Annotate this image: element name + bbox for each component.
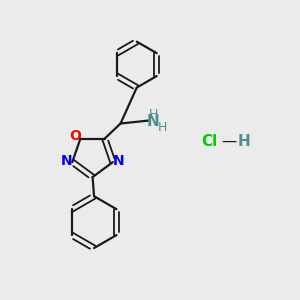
Text: N: N (147, 114, 159, 129)
Text: N: N (113, 154, 124, 169)
Text: Cl: Cl (201, 134, 217, 149)
Text: N: N (61, 154, 72, 169)
Text: H: H (237, 134, 250, 149)
Text: H: H (158, 122, 167, 134)
Text: O: O (70, 129, 81, 143)
Text: H: H (148, 108, 158, 121)
Text: —: — (221, 134, 236, 149)
